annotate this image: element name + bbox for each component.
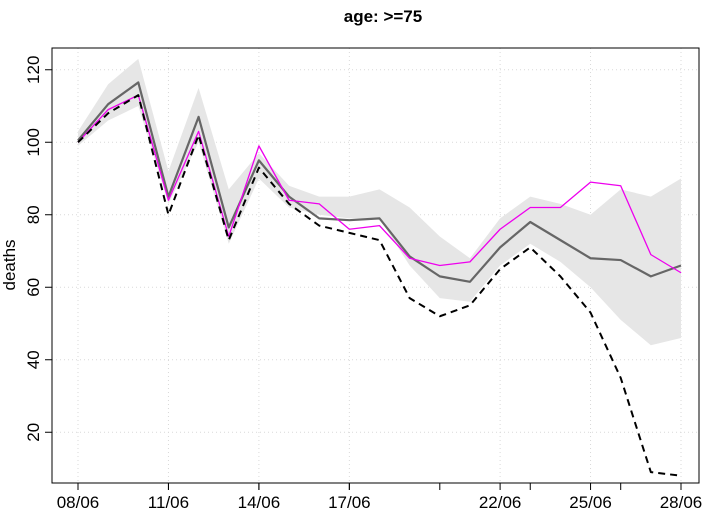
y-tick-label: 40 (24, 350, 43, 369)
plot-frame (51, 47, 700, 484)
x-tick-label: 14/06 (238, 493, 281, 512)
y-tick-label: 20 (24, 423, 43, 442)
series-line-magenta (77, 94, 682, 274)
x-tick-label: 22/06 (479, 493, 522, 512)
y-tick-label: 120 (24, 56, 43, 84)
band-area (78, 58, 681, 346)
series-line-solid (77, 81, 682, 283)
chart-title: age: >=75 (344, 7, 422, 26)
x-tick-label: 11/06 (148, 493, 189, 512)
x-tick-label: 17/06 (328, 493, 371, 512)
grid-lines (52, 48, 699, 483)
series-lines (77, 81, 682, 477)
y-tick-label: 60 (24, 278, 43, 297)
x-tick-label: 08/06 (57, 493, 100, 512)
axes: 08/06 11/06 14/06 17/06 22/06 25/06 28/06 20 40 6… (24, 56, 702, 512)
uncertainty-band (78, 58, 681, 346)
series-line-dashed (77, 94, 682, 477)
y-tick-label: 100 (24, 128, 43, 156)
x-tick-label: 25/06 (569, 493, 612, 512)
y-axis-label: deaths (0, 239, 19, 290)
y-tick-label: 80 (24, 205, 43, 224)
x-tick-label: 28/06 (660, 493, 703, 512)
